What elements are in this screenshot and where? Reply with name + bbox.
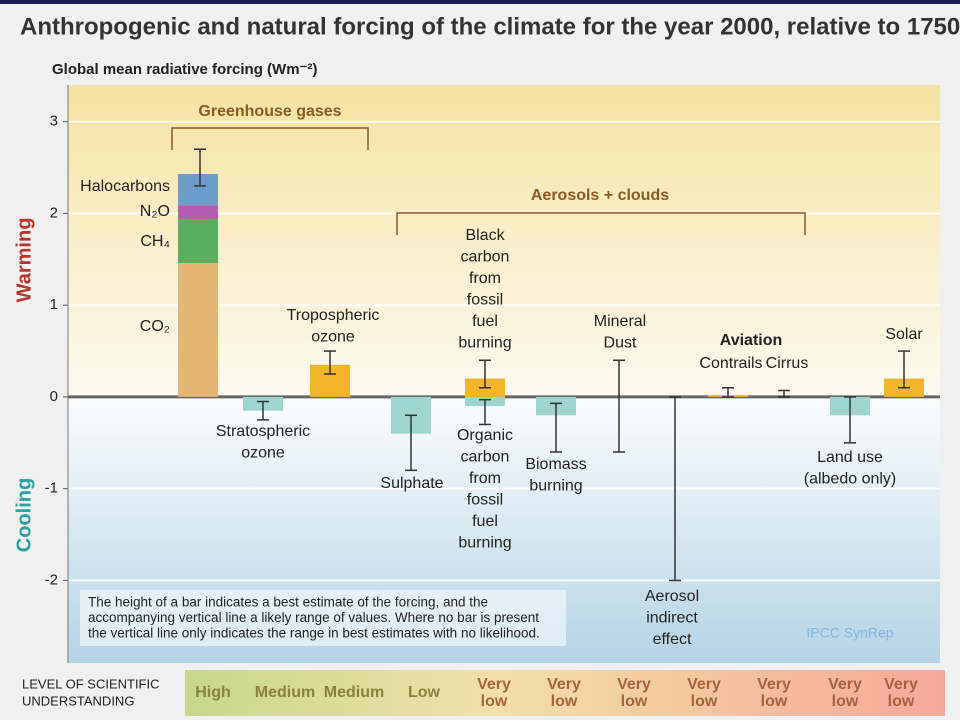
bar-label: from xyxy=(469,470,501,487)
segment-label: Halocarbons xyxy=(80,178,170,195)
understanding-level: low xyxy=(761,693,788,710)
note-text: accompanying vertical line a likely rang… xyxy=(88,610,539,625)
group-label: Aerosols + clouds xyxy=(531,187,669,204)
bar-label: Land use xyxy=(817,449,883,466)
understanding-level: low xyxy=(888,693,915,710)
understanding-level: Very xyxy=(757,676,791,693)
understanding-band xyxy=(185,670,945,716)
bar-label: burning xyxy=(529,478,582,495)
understanding-level: Very xyxy=(828,676,862,693)
group-label: Aviation xyxy=(720,332,783,349)
bar-label: effect xyxy=(653,631,692,648)
understanding-level: Very xyxy=(477,676,511,693)
understanding-level: low xyxy=(691,693,718,710)
bar-segment xyxy=(178,218,218,263)
bar-label: Dust xyxy=(604,335,637,352)
warming-label: Warming xyxy=(13,218,35,303)
bar-label: fossil xyxy=(467,292,503,309)
understanding-level: Very xyxy=(617,676,651,693)
bar-label: Tropospheric xyxy=(287,307,380,324)
bar-label: fossil xyxy=(467,492,503,509)
bar-label: burning xyxy=(458,535,511,552)
bar-label: Aerosol xyxy=(645,588,699,605)
y-tick-label: 3 xyxy=(50,113,58,130)
group-label: Greenhouse gases xyxy=(198,103,341,120)
segment-label: CH₄ xyxy=(140,233,170,250)
note-box xyxy=(80,590,566,646)
y-tick-label: 0 xyxy=(50,388,58,405)
bar-label: Sulphate xyxy=(380,475,443,492)
understanding-level: low xyxy=(621,693,648,710)
understanding-level: High xyxy=(195,684,231,701)
bar-label: (albedo only) xyxy=(804,471,897,488)
bar-label: fuel xyxy=(472,313,498,330)
y-tick-label: 1 xyxy=(50,296,58,313)
y-tick-label: -1 xyxy=(45,480,58,497)
bar-label: indirect xyxy=(646,610,698,627)
understanding-level: Medium xyxy=(324,684,384,701)
bar-label: carbon xyxy=(461,449,510,466)
bar-label: Mineral xyxy=(594,313,646,330)
bar-label: carbon xyxy=(461,249,510,266)
bar-label: Organic xyxy=(457,427,513,444)
understanding-label: UNDERSTANDING xyxy=(22,693,134,708)
bar-label: ozone xyxy=(311,329,355,346)
understanding-level: low xyxy=(481,693,508,710)
y-axis-label: Global mean radiative forcing (Wm⁻²) xyxy=(52,61,317,78)
note-text: The height of a bar indicates a best est… xyxy=(88,595,488,610)
bracket xyxy=(171,127,369,150)
bar-segment xyxy=(178,173,218,206)
bar-segment xyxy=(178,205,218,219)
understanding-level: Very xyxy=(547,676,581,693)
understanding-level: Very xyxy=(687,676,721,693)
bar-label: Stratospheric xyxy=(216,423,310,440)
bar-label: from xyxy=(469,270,501,287)
understanding-level: low xyxy=(551,693,578,710)
understanding-level: low xyxy=(832,693,859,710)
note-text: the vertical line only indicates the ran… xyxy=(88,626,540,641)
chart-title: Anthropogenic and natural forcing of the… xyxy=(20,13,960,40)
understanding-level: Low xyxy=(408,684,441,701)
bar-label: Solar xyxy=(885,326,923,343)
bracket xyxy=(396,212,806,235)
y-tick-label: -2 xyxy=(45,571,58,588)
understanding-level: Medium xyxy=(255,684,315,701)
segment-label: CO₂ xyxy=(140,318,170,335)
bar-label: ozone xyxy=(241,445,285,462)
bar-label: burning xyxy=(458,335,511,352)
bar-label: fuel xyxy=(472,513,498,530)
source: IPCC SynRep xyxy=(806,625,893,641)
bar-label: Contrails xyxy=(699,355,762,372)
bar-label: Cirrus xyxy=(766,355,809,372)
understanding-level: Very xyxy=(884,676,918,693)
bar-segment xyxy=(178,262,218,397)
bar-label: Black xyxy=(465,227,505,244)
bar-label: Biomass xyxy=(525,456,586,473)
y-tick-label: 2 xyxy=(50,204,58,221)
segment-label: N₂O xyxy=(140,203,170,220)
cooling-label: Cooling xyxy=(13,478,35,552)
top-bar xyxy=(0,0,960,4)
understanding-label: LEVEL OF SCIENTIFIC xyxy=(22,676,160,691)
